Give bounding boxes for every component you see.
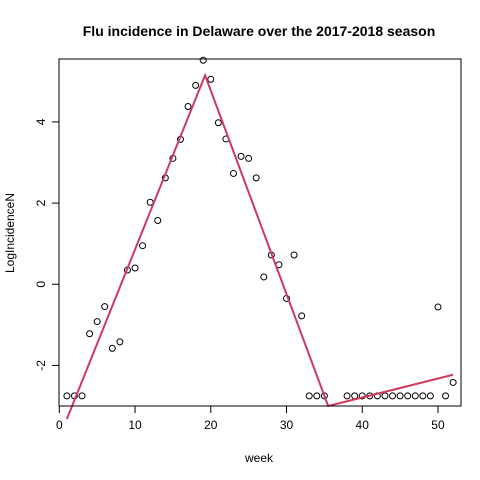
x-tick-label: 20 (204, 418, 218, 432)
data-point (419, 392, 427, 400)
data-point (426, 392, 434, 400)
data-point (86, 330, 94, 338)
x-axis-label: week (244, 451, 274, 465)
plot-frame (58, 58, 462, 407)
data-point (108, 344, 116, 352)
x-tick-label: 10 (128, 418, 142, 432)
x-tick-label: 0 (56, 418, 63, 432)
data-point (305, 392, 313, 400)
data-point (404, 392, 412, 400)
data-point (139, 242, 147, 250)
data-point (442, 392, 450, 400)
data-point (229, 169, 237, 177)
data-point (434, 303, 442, 311)
scatter-points (63, 56, 457, 400)
x-tick-label: 40 (356, 418, 370, 432)
data-point (396, 392, 404, 400)
data-point (116, 338, 124, 346)
data-point (154, 217, 162, 225)
data-point (63, 392, 71, 400)
data-point (343, 392, 351, 400)
x-tick-label: 50 (431, 418, 445, 432)
y-axis-label: LogIncidenceN (3, 193, 17, 273)
y-tick-label: 2 (34, 199, 48, 206)
data-point (199, 56, 207, 64)
data-point (449, 378, 457, 386)
data-point (131, 264, 139, 272)
data-point (214, 119, 222, 127)
data-point (93, 318, 101, 326)
y-axis: -2 0 2 4 (34, 118, 60, 371)
y-tick-label: 4 (34, 118, 48, 125)
data-point (320, 392, 328, 400)
x-tick-label: 30 (280, 418, 294, 432)
fitted-line (65, 72, 454, 420)
data-point (101, 303, 109, 311)
data-point (192, 81, 200, 89)
chart-title: Flu incidence in Delaware over the 2017-… (83, 23, 436, 39)
data-point (78, 392, 86, 400)
data-point (184, 102, 192, 110)
data-point (245, 154, 253, 162)
data-point (389, 392, 397, 400)
fitted-line-layer (65, 72, 454, 420)
data-point (298, 312, 306, 320)
data-point (381, 392, 389, 400)
x-axis: 0 10 20 30 40 50 (56, 405, 445, 432)
data-point (260, 273, 268, 281)
y-tick-label: -2 (34, 360, 48, 371)
data-point (252, 174, 260, 182)
y-tick-label: 0 (34, 281, 48, 288)
data-point (313, 392, 321, 400)
data-point (290, 251, 298, 259)
data-point (237, 152, 245, 160)
data-point (207, 75, 215, 83)
data-point (411, 392, 419, 400)
